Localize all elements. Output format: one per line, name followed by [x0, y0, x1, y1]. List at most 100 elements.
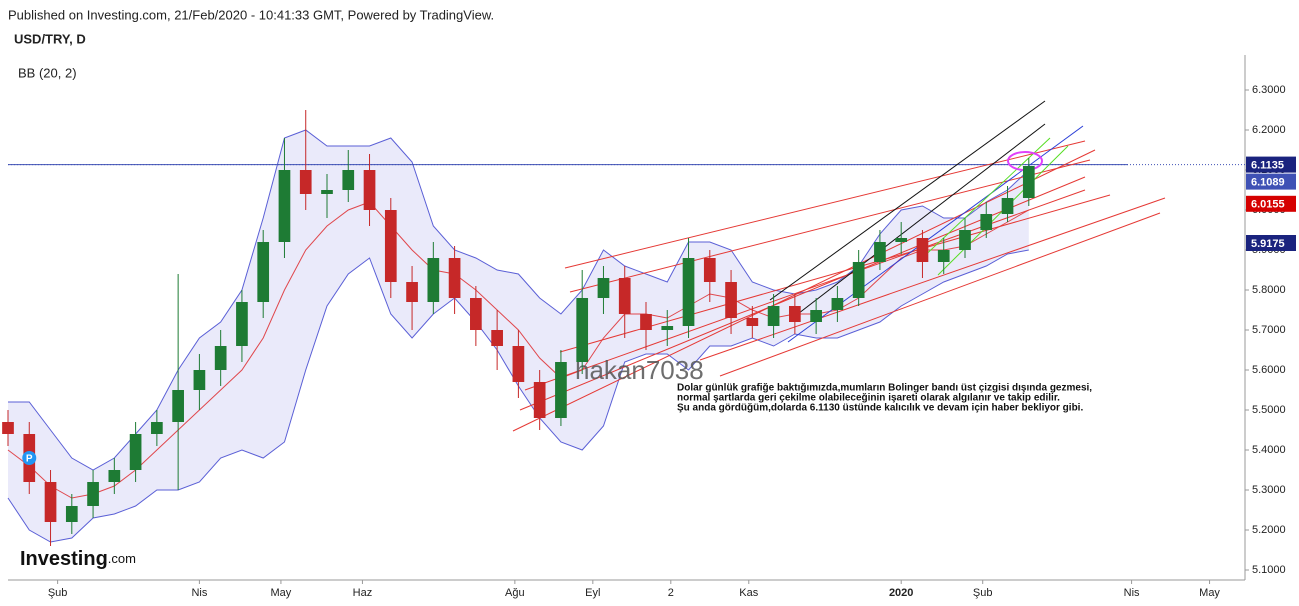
candle-body	[151, 422, 163, 434]
candle-body	[193, 370, 206, 390]
candle-body	[448, 258, 461, 298]
candle-body	[916, 238, 929, 262]
y-tick-label: 6.2000	[1252, 124, 1286, 136]
candle-body	[321, 190, 333, 194]
annotation-line: Şu anda gördüğüm,dolarda 6.1130 üstünde …	[677, 403, 1083, 414]
candle-body	[682, 258, 695, 326]
trend-line	[917, 137, 1051, 263]
annotation-line: normal şartlarda geri çekilme olabileceğ…	[677, 393, 1060, 404]
x-tick-label: May	[271, 587, 292, 599]
x-tick-label: Eyl	[585, 587, 600, 599]
candle-body	[363, 170, 376, 210]
background-layer	[7, 129, 1245, 543]
candle-body	[618, 278, 631, 314]
logo-suffix: .com	[108, 551, 136, 566]
x-tick-label: May	[1199, 587, 1220, 599]
candle-body	[491, 330, 503, 346]
candle-body	[172, 390, 184, 422]
candle-body	[831, 298, 844, 310]
y-tick-label: 5.6000	[1252, 364, 1286, 376]
candle-body	[470, 298, 482, 330]
candle-body	[576, 298, 589, 362]
candle-body	[725, 282, 737, 318]
x-tick-label: 2020	[889, 587, 913, 599]
candle-body	[640, 314, 652, 330]
marker-label: P	[26, 454, 33, 465]
candle-body	[65, 506, 78, 522]
candle-body	[597, 278, 610, 298]
trend-line	[769, 100, 1046, 301]
candle-body	[278, 170, 291, 242]
candle-body	[87, 482, 99, 506]
price-tag	[1246, 235, 1296, 251]
price-tag-label: 6.0155	[1251, 199, 1285, 211]
chart-title: USD/TRY, D	[14, 31, 86, 46]
candle-body	[427, 258, 440, 302]
candle-body	[1001, 198, 1014, 214]
x-tick-label: Şub	[973, 587, 993, 599]
y-tick-label: 5.8000	[1252, 284, 1286, 296]
x-tick-label: Kas	[739, 587, 758, 599]
x-tick-label: Şub	[48, 587, 68, 599]
y-tick-label: 6.3000	[1252, 84, 1286, 96]
trend-line	[699, 197, 1166, 361]
candle-body	[980, 214, 993, 230]
candle-body	[1022, 166, 1035, 198]
x-tick-label: Nis	[191, 587, 207, 599]
candle-body	[937, 250, 950, 262]
published: Published on Investing.com, 21/Feb/2020 …	[8, 7, 494, 22]
price-tag	[1246, 156, 1296, 173]
price-tag	[1246, 195, 1296, 212]
candle-body	[512, 346, 525, 382]
y-tick-label: 5.1000	[1252, 564, 1286, 576]
candle-body	[44, 482, 57, 522]
x-tick-label: Nis	[1124, 587, 1140, 599]
candle-body	[129, 434, 142, 470]
marker	[22, 451, 37, 465]
price-tag	[1246, 173, 1296, 190]
price-tag-label: 6.1089	[1251, 177, 1285, 189]
x-tick-label: Haz	[353, 587, 373, 599]
trend-line	[719, 212, 1161, 377]
candle-body	[257, 242, 270, 302]
candle-body	[108, 470, 121, 482]
y-tick-label: 5.5000	[1252, 404, 1286, 416]
logo: Investing.com	[20, 548, 136, 570]
y-tick-label: 5.2000	[1252, 524, 1286, 536]
price-tag-label: 5.9175	[1251, 238, 1285, 250]
candle-body	[959, 230, 971, 250]
y-tick-label: 5.7000	[1252, 324, 1286, 336]
x-tick-label: Ağu	[505, 587, 525, 599]
logo-brand: Investing	[20, 548, 108, 570]
candle-body	[342, 170, 355, 190]
price-tag-label: 6.1135	[1251, 160, 1284, 172]
x-tick-label: 2	[668, 587, 674, 599]
candle-body	[384, 210, 397, 282]
candle-body	[661, 326, 674, 330]
candle-body	[555, 362, 567, 418]
candle-body	[789, 306, 801, 322]
indicator: BB (20, 2)	[18, 65, 77, 80]
candle-body	[299, 170, 312, 194]
candle-body	[767, 306, 780, 326]
candle-body	[406, 282, 418, 302]
y-tick-label: 5.3000	[1252, 484, 1286, 496]
candle-body	[533, 382, 546, 418]
trend-line	[789, 123, 1046, 321]
candle-body	[852, 262, 865, 298]
candle-body	[810, 310, 822, 322]
candle-body	[236, 302, 248, 346]
candle-body	[2, 422, 14, 434]
candle-body	[874, 242, 886, 262]
candle-body	[895, 238, 908, 242]
candle-body	[746, 318, 759, 326]
y-tick-label: 5.4000	[1252, 444, 1286, 456]
watermark: hakan7038	[575, 355, 704, 385]
candle-body	[703, 258, 716, 282]
annotation: Dolar günlük grafiğe baktığımızda,mumlar…	[677, 383, 1092, 414]
trend-line	[564, 140, 1086, 269]
candle-body	[214, 346, 227, 370]
annotation-line: Dolar günlük grafiğe baktığımızda,mumlar…	[677, 383, 1092, 394]
